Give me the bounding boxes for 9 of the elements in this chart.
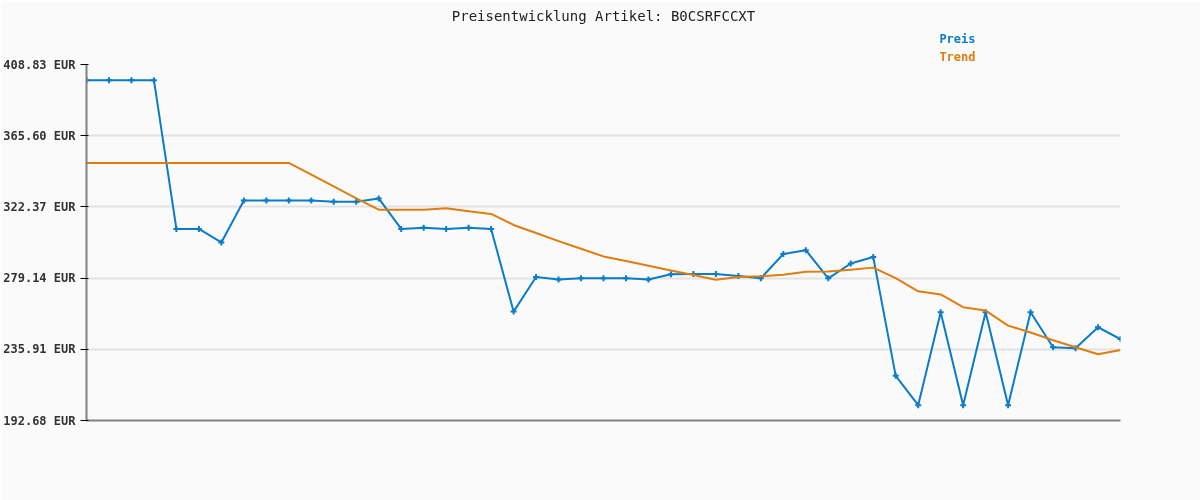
text: Trend (939, 49, 976, 64)
y-tick-label: 192.68 EUR (3, 413, 77, 428)
y-tick-label: 365.60 EUR (3, 128, 77, 143)
text: Preis (939, 31, 976, 46)
chart-title: Preisentwicklung Artikel: B0CSRFCCXT (451, 7, 756, 24)
y-tick-label: 235.91 EUR (3, 342, 77, 357)
y-tick-label: 408.83 EUR (3, 57, 77, 72)
y-tick-label: 279.14 EUR (3, 271, 77, 286)
y-tick-label: 322.37 EUR (3, 199, 77, 214)
